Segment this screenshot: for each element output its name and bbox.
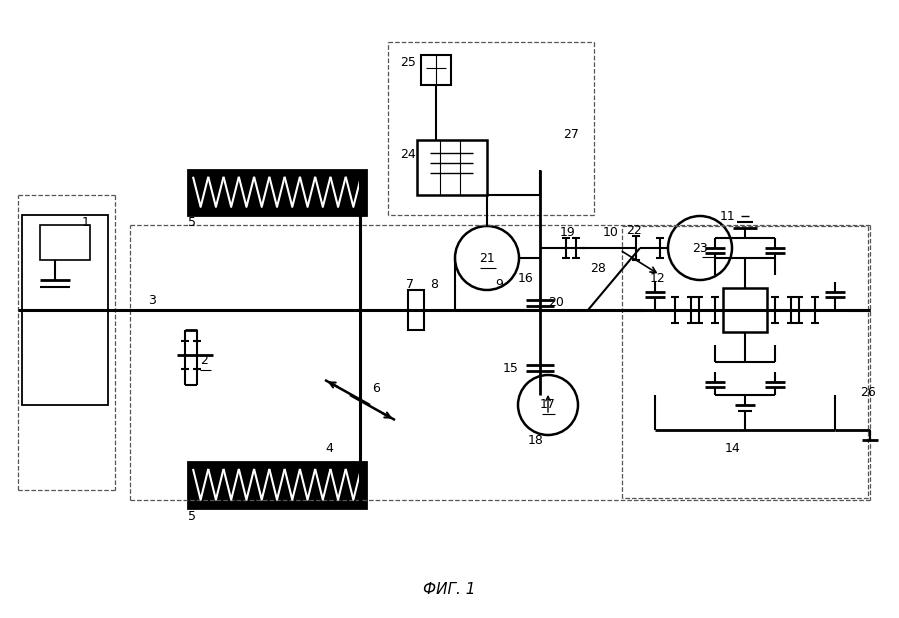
Text: 9: 9 [495,279,503,292]
Text: 5: 5 [188,216,196,229]
Text: 27: 27 [563,129,579,142]
Circle shape [668,216,732,280]
Text: 14: 14 [725,441,741,454]
Text: 3: 3 [148,294,156,307]
Text: 20: 20 [548,297,564,310]
Text: 26: 26 [860,386,876,399]
Bar [22,215,108,405]
Text: 12: 12 [650,271,666,284]
Bar [188,462,366,508]
Text: 19: 19 [560,226,575,239]
Text: 15: 15 [503,362,519,375]
Text: 16: 16 [518,271,534,284]
Text: 11: 11 [720,210,735,222]
Text: 10: 10 [603,226,619,239]
Text: 24: 24 [400,148,415,161]
Bar [723,288,767,332]
Text: 1: 1 [82,216,90,229]
Bar [645,282,665,296]
Text: ФИГ. 1: ФИГ. 1 [423,583,476,598]
Circle shape [455,226,519,290]
Circle shape [518,375,578,435]
Text: 18: 18 [528,433,544,446]
Text: 5: 5 [188,510,196,523]
Bar [421,55,451,85]
Text: 23: 23 [692,242,708,255]
Text: 7: 7 [406,279,414,292]
Text: 8: 8 [430,279,438,292]
Bar [40,225,90,260]
Text: 4: 4 [325,441,333,454]
Text: 21: 21 [479,252,494,265]
Text: 28: 28 [590,261,606,274]
Text: 2: 2 [200,353,208,366]
Bar [408,290,424,330]
Text: 22: 22 [626,224,642,237]
Text: 17: 17 [540,399,556,412]
Text: 25: 25 [400,56,416,69]
Bar [188,170,366,215]
Text: 6: 6 [372,381,380,394]
Bar [417,140,487,195]
